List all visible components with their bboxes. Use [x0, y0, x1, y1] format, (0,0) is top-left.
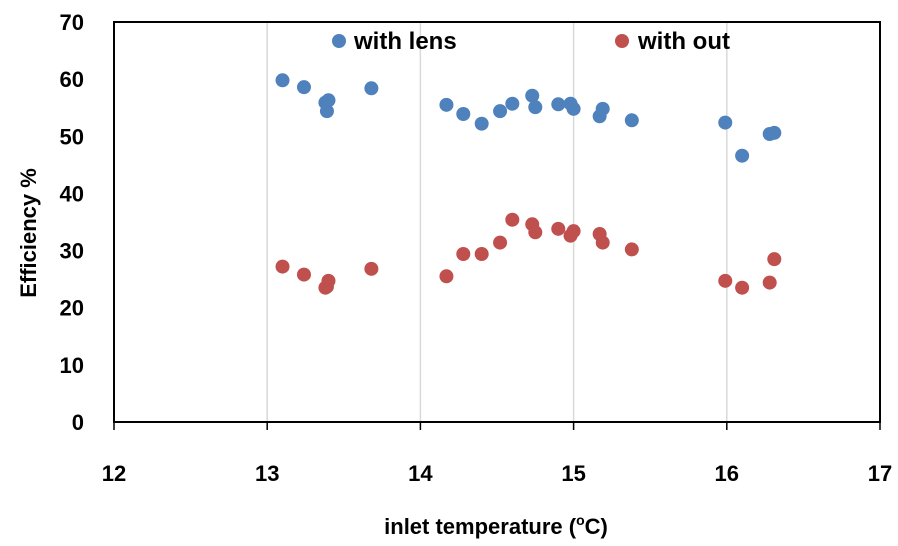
data-point-with-lens-6 — [439, 97, 454, 112]
data-point-with-lens-4 — [321, 93, 336, 108]
data-point-with-lens-1 — [296, 80, 311, 95]
data-point-with-out-12 — [528, 225, 543, 240]
series-with-out — [275, 212, 782, 295]
y-tick-label-50: 50 — [60, 124, 84, 149]
y-tick-label-10: 10 — [60, 353, 84, 378]
x-tick-label-16: 16 — [715, 461, 739, 486]
data-point-with-lens-20 — [735, 148, 750, 163]
data-point-with-lens-19 — [718, 115, 733, 130]
x-tick-label-17: 17 — [868, 461, 892, 486]
x-tick-label-14: 14 — [408, 461, 433, 486]
y-tick-label-30: 30 — [60, 239, 84, 264]
legend-label-with-out: with out — [637, 28, 730, 55]
data-point-with-lens-13 — [551, 97, 566, 112]
data-point-with-out-15 — [566, 224, 581, 239]
data-point-with-lens-3 — [319, 104, 334, 119]
data-point-with-lens-12 — [528, 100, 543, 115]
x-axis-title-main: inlet temperature ( — [384, 514, 577, 539]
data-point-with-lens-7 — [456, 107, 471, 121]
data-point-with-lens-11 — [525, 88, 540, 103]
y-tick-label-20: 20 — [60, 296, 84, 321]
data-point-with-lens-10 — [505, 96, 520, 111]
gridlines — [266, 22, 728, 422]
series-with-lens — [275, 73, 782, 163]
series-layer — [275, 73, 782, 295]
legend-label-with-lens: with lens — [353, 28, 457, 55]
y-axis-title: Efficiency % — [16, 168, 41, 298]
x-axis-title: inlet temperature (oC) — [384, 512, 608, 539]
data-point-with-out-21 — [762, 275, 777, 290]
data-point-with-out-18 — [624, 242, 639, 257]
plot-area-border — [113, 21, 881, 423]
data-point-with-lens-18 — [624, 113, 639, 128]
data-point-with-lens-17 — [595, 101, 610, 116]
data-point-with-out-13 — [551, 221, 566, 236]
data-point-with-out-5 — [364, 261, 379, 276]
data-point-with-lens-5 — [364, 81, 379, 96]
data-point-with-out-8 — [474, 247, 489, 261]
legend: with lens with out — [332, 28, 730, 55]
x-tick-label-12: 12 — [102, 461, 126, 486]
data-point-with-out-7 — [456, 247, 471, 261]
data-point-with-lens-0 — [275, 73, 290, 88]
x-axis-title-sup: o — [576, 512, 585, 528]
y-axis-tick-labels: 0 10 20 30 40 50 60 70 — [60, 10, 84, 435]
data-point-with-out-17 — [595, 235, 610, 250]
legend-marker-with-lens — [332, 34, 346, 48]
y-tick-label-40: 40 — [60, 181, 84, 206]
x-axis-ticks — [113, 422, 881, 430]
legend-marker-with-out — [615, 34, 629, 48]
data-point-with-out-19 — [718, 273, 733, 288]
data-point-with-out-0 — [275, 259, 290, 274]
data-point-with-lens-9 — [493, 104, 508, 119]
data-point-with-out-20 — [735, 280, 750, 295]
data-point-with-out-1 — [296, 267, 311, 282]
data-point-with-out-9 — [493, 235, 508, 250]
y-tick-label-70: 70 — [60, 10, 84, 35]
y-tick-label-60: 60 — [60, 67, 84, 92]
data-point-with-lens-22 — [767, 125, 782, 140]
data-point-with-lens-15 — [566, 101, 581, 116]
x-axis-title-suffix: C) — [585, 514, 608, 539]
y-tick-label-0: 0 — [72, 410, 84, 435]
data-point-with-out-4 — [321, 273, 336, 288]
data-point-with-lens-8 — [474, 116, 489, 131]
x-tick-label-15: 15 — [561, 461, 585, 486]
data-point-with-out-6 — [439, 269, 454, 284]
data-point-with-out-22 — [767, 252, 782, 267]
x-tick-label-13: 13 — [255, 461, 279, 486]
data-point-with-out-10 — [505, 212, 520, 227]
x-axis-tick-labels: 12 13 14 15 16 17 — [102, 461, 892, 486]
